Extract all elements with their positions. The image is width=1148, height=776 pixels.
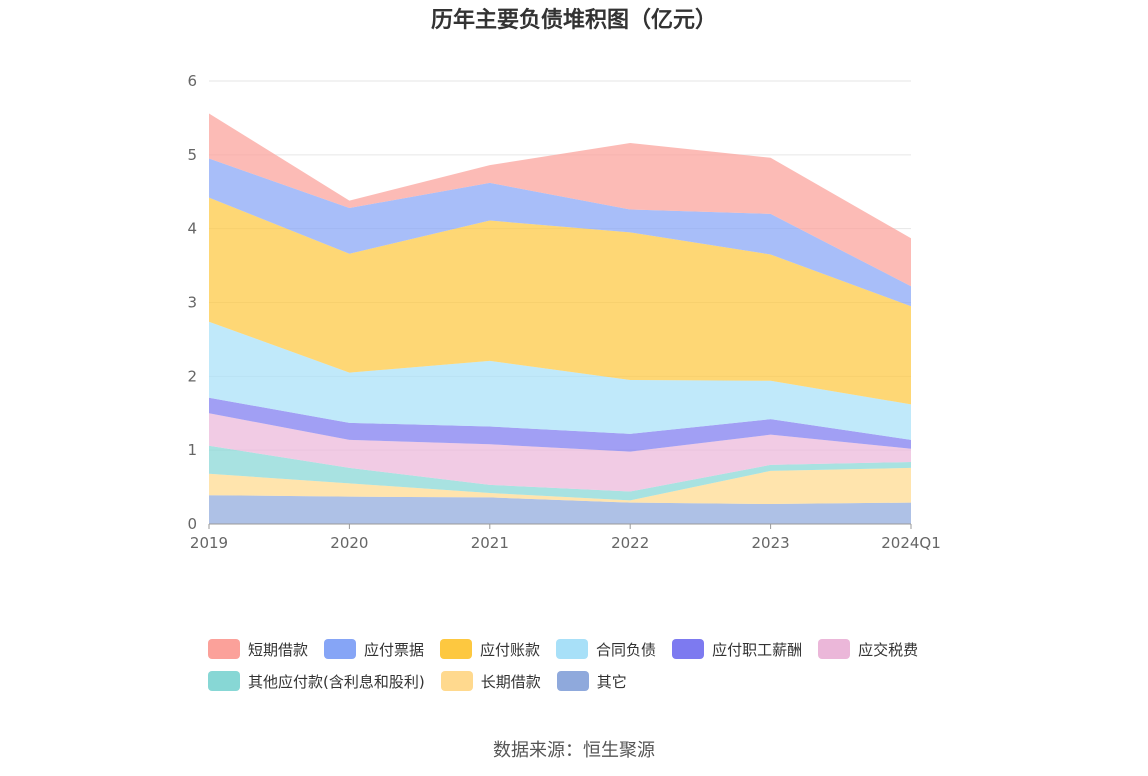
stacked-area-chart: 0 1 2 3 4 5 6 2019 2020 2021 2022 2023 2024Q1: [187, 72, 940, 552]
area-series-短期借款[interactable]: [209, 113, 911, 287]
legend-swatch: [818, 639, 851, 659]
y-tick-label: 5: [187, 146, 197, 164]
legend-label: 应交税费: [858, 640, 919, 659]
legend-label: 其它: [596, 672, 627, 691]
legend-label: 合同负债: [596, 640, 657, 659]
chart-title: 历年主要负债堆积图（亿元）: [430, 8, 717, 33]
area-series-长期借款[interactable]: [209, 467, 911, 505]
x-tick-label: 2024Q1: [881, 534, 941, 552]
x-tick-label: 2020: [330, 534, 368, 552]
y-tick-label: 2: [187, 367, 197, 385]
area-series-应交税费[interactable]: [209, 413, 911, 492]
y-tick-label: 6: [187, 72, 197, 90]
legend-swatch: [556, 671, 589, 691]
legend-swatch: [440, 639, 473, 659]
x-tick-label: 2021: [471, 534, 509, 552]
x-tick-label: 2019: [190, 534, 228, 552]
legend-swatch: [556, 639, 589, 659]
legend-item[interactable]: 其它: [556, 670, 627, 692]
legend-swatch: [672, 639, 705, 659]
area-series-合同负债[interactable]: [209, 321, 911, 440]
legend-item[interactable]: 应付账款: [440, 638, 540, 660]
legend-label: 短期借款: [248, 640, 309, 659]
legend-item[interactable]: 短期借款: [208, 638, 308, 660]
area-layer: [209, 113, 911, 524]
legend-item[interactable]: 其他应付款(含利息和股利): [208, 670, 425, 692]
area-series-其它[interactable]: [209, 495, 911, 524]
legend-swatch: [208, 639, 240, 659]
legend-item[interactable]: 合同负债: [556, 638, 656, 660]
y-tick-label: 4: [187, 220, 197, 238]
legend-label: 长期借款: [480, 672, 541, 691]
source-note: 数据来源：恒生聚源: [493, 740, 655, 761]
y-tick-label: 0: [187, 515, 197, 533]
x-tick-label: 2022: [611, 534, 649, 552]
legend-label: 应付账款: [480, 640, 541, 659]
legend-swatch: [208, 671, 240, 691]
legend-item[interactable]: 应交税费: [818, 638, 918, 660]
x-tick-label: 2023: [752, 534, 790, 552]
area-series-应付票据[interactable]: [209, 158, 911, 307]
area-series-应付职工薪酬[interactable]: [209, 397, 911, 452]
legend-swatch: [324, 639, 357, 659]
legend-item[interactable]: 应付票据: [324, 638, 424, 660]
legend-item[interactable]: 应付职工薪酬: [672, 638, 802, 660]
legend-label: 其他应付款(含利息和股利): [248, 672, 425, 691]
y-tick-label: 1: [187, 441, 197, 459]
legend-item[interactable]: 长期借款: [440, 670, 541, 692]
legend: 短期借款 应付票据 应付账款 合同负债 应付职工薪酬 应交税费其他应付款(含利息和股利) 长…: [208, 638, 968, 692]
area-series-其他应付款(含利息和股利)[interactable]: [209, 445, 911, 501]
legend-label: 应付职工薪酬: [712, 640, 803, 659]
legend-label: 应付票据: [364, 640, 425, 659]
legend-swatch: [440, 671, 473, 691]
axis-layer: 0 1 2 3 4 5 6 2019 2020 2021 2022 2023 2024Q1: [187, 72, 940, 552]
area-series-应付账款[interactable]: [209, 197, 911, 405]
y-tick-label: 3: [187, 294, 197, 312]
